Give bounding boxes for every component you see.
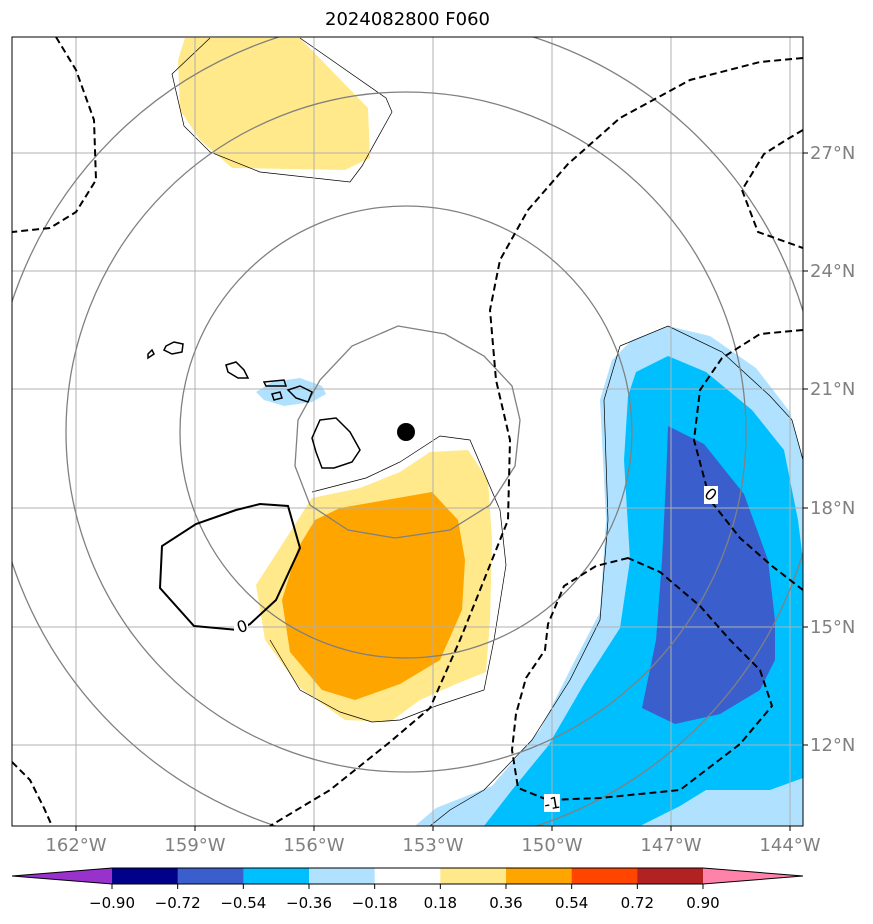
- positive-anomaly-north: [178, 38, 370, 170]
- island-lanai: [271, 391, 283, 401]
- island-big-island: [311, 417, 361, 469]
- lon-label-162w: 162°W: [45, 835, 106, 856]
- island-molokai: [262, 379, 288, 387]
- hawaiian-islands: [147, 341, 361, 469]
- colorbar-swatch: [243, 868, 310, 884]
- dashed-contours: [12, 37, 803, 826]
- colorbar-swatch: [112, 868, 179, 884]
- range-ring-2: [179, 205, 633, 659]
- colorbar: −0.90 −0.72 −0.54 −0.36 −0.18 0.18 0.36 0.54 0.7…: [11, 867, 804, 912]
- dashed-contour-long: [269, 57, 803, 826]
- lon-label-147w: 147°W: [640, 835, 701, 856]
- map-plot-area: 0 0 -1: [12, 37, 803, 826]
- lat-label-21n: 21°N: [810, 379, 855, 400]
- tick-marks: [75, 152, 808, 831]
- lon-label-144w: 144°W: [759, 835, 820, 856]
- colorbar-tick-label: −0.72: [155, 894, 201, 912]
- colorbar-tick-label: 0.54: [555, 894, 588, 912]
- dashed-contour-southwest: [12, 761, 53, 826]
- island-maui: [286, 385, 313, 403]
- contour-label-minus-one: -1: [543, 793, 562, 814]
- colorbar-tick-label: −0.18: [352, 894, 398, 912]
- colorbar-swatch: [637, 868, 704, 884]
- island-oahu: [225, 361, 250, 379]
- colorbar-tick-label: 0.90: [686, 894, 719, 912]
- dashed-contour-northwest: [12, 37, 98, 233]
- lat-label-27n: 27°N: [810, 143, 855, 164]
- graticule: [12, 37, 803, 826]
- longitude-labels: 162°W 159°W 156°W 153°W 150°W 147°W 144°…: [45, 835, 820, 856]
- island-kauai: [162, 341, 184, 355]
- dashed-contour-minus1: [510, 556, 774, 802]
- lon-label-159w: 159°W: [164, 835, 225, 856]
- colorbar-swatch: [506, 868, 573, 884]
- colorbar-extend-low: [12, 868, 112, 884]
- negative-anomaly-core: [642, 426, 775, 724]
- lon-label-156w: 156°W: [283, 835, 344, 856]
- contour-label-group: 0 0 -1: [234, 484, 721, 814]
- latitude-labels: 27°N 24°N 21°N 18°N 15°N 12°N: [810, 143, 855, 756]
- colorbar-tick-label: 0.18: [424, 894, 457, 912]
- dashed-contour-east: [740, 129, 803, 249]
- plot-frame: [11, 36, 804, 827]
- colorbar-swatch: [309, 868, 376, 884]
- colorbar-swatch: [571, 868, 638, 884]
- positive-anomaly-south-core: [282, 492, 465, 700]
- colorbar-swatch: [374, 868, 441, 884]
- storm-center-marker: [397, 423, 415, 441]
- range-rings: [12, 37, 803, 826]
- range-ring-3: [65, 91, 747, 773]
- lat-label-18n: 18°N: [810, 498, 855, 519]
- lon-label-153w: 153°W: [402, 835, 463, 856]
- colorbar-tick-label: −0.36: [286, 894, 332, 912]
- lat-label-12n: 12°N: [810, 735, 855, 756]
- colorbar-tick-label: −0.54: [220, 894, 266, 912]
- island-niihau: [147, 348, 155, 360]
- colorbar-swatch: [177, 868, 244, 884]
- colorbar-tick-label: 0.36: [489, 894, 522, 912]
- colorbar-extend-high: [703, 868, 803, 884]
- colorbar-tick-label: 0.72: [621, 894, 654, 912]
- map-title: 2024082800 F060: [325, 9, 490, 30]
- filled-contours: [178, 38, 803, 826]
- colorbar-tick-label: −0.90: [89, 894, 135, 912]
- dashed-contour-zero: [692, 329, 803, 591]
- lat-label-24n: 24°N: [810, 261, 855, 282]
- lat-label-15n: 15°N: [810, 617, 855, 638]
- colorbar-swatch: [440, 868, 507, 884]
- lon-label-150w: 150°W: [521, 835, 582, 856]
